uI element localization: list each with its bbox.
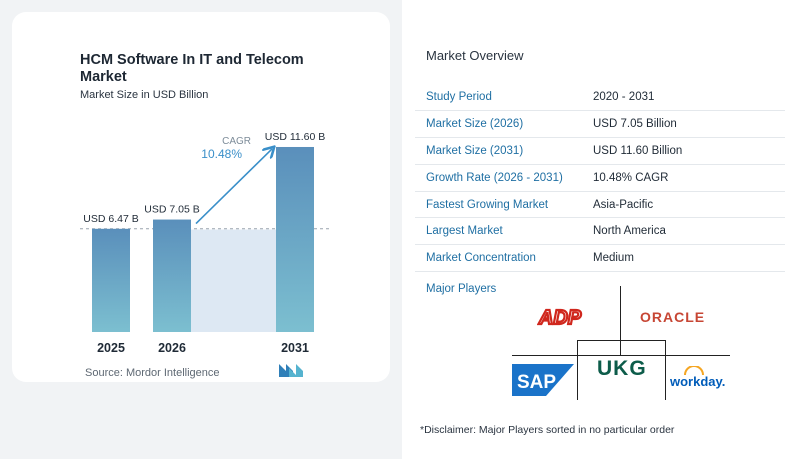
overview-row: Market Size (2031) USD 11.60 Billion <box>415 137 785 165</box>
overview-value: 10.48% CAGR <box>585 164 785 192</box>
disclaimer-text: *Disclaimer: Major Players sorted in no … <box>420 424 675 436</box>
logo-divider <box>577 340 665 341</box>
x-tick-label: 2025 <box>97 341 125 355</box>
overview-value: 2020 - 2031 <box>585 84 785 112</box>
bar-value-label: USD 11.60 B <box>265 131 326 143</box>
sap-logo-text: SAP <box>517 372 556 393</box>
x-tick-label: 2026 <box>158 341 186 355</box>
overview-label: Growth Rate (2026 - 2031) <box>415 164 585 192</box>
bar-2026 <box>153 219 191 332</box>
overview-row: Market Concentration Medium <box>415 244 785 273</box>
ukg-logo: UKG <box>597 357 647 380</box>
logo-divider <box>577 340 578 400</box>
chart-title: HCM Software In IT and Telecom Market <box>80 52 304 85</box>
oracle-logo: ORACLE <box>640 309 706 325</box>
overview-label: Market Size (2026) <box>415 110 585 139</box>
cagr-value: 10.48% <box>201 147 242 161</box>
logo-divider <box>665 340 666 400</box>
overview-value: USD 7.05 Billion <box>585 110 785 139</box>
chart-subtitle: Market Size in USD Billion <box>80 89 209 101</box>
bar-chart: USD 6.47 B 2025 USD 7.05 B 2026 USD 11.60 B 2… <box>80 131 330 355</box>
workday-arc-icon <box>684 366 704 376</box>
source-text: Source: Mordor Intelligence <box>85 367 220 379</box>
adp-logo: ADP <box>537 306 583 330</box>
bar-2025 <box>92 228 130 332</box>
players-title: Major Players <box>426 283 497 295</box>
growth-arrow <box>195 149 272 225</box>
overview-label: Largest Market <box>415 217 585 246</box>
cagr-label: CAGR <box>222 136 251 147</box>
bar-value-label: USD 6.47 B <box>83 213 138 225</box>
overview-value: North America <box>585 217 785 246</box>
overview-table: Study Period 2020 - 2031 Market Size (2026… <box>415 84 785 273</box>
overview-label: Fastest Growing Market <box>415 191 585 219</box>
overview-row: Market Size (2026) USD 7.05 Billion <box>415 110 785 139</box>
sap-logo: SAP <box>512 364 574 396</box>
overview-label: Study Period <box>415 84 585 112</box>
overview-row: Growth Rate (2026 - 2031) 10.48% CAGR <box>415 164 785 192</box>
x-tick-label: 2031 <box>281 341 309 355</box>
workday-logo: workday. <box>670 374 726 389</box>
adp-logo-text: ADP <box>538 307 582 329</box>
mordor-logo-icon <box>279 364 303 377</box>
overview-row: Fastest Growing Market Asia-Pacific <box>415 191 785 219</box>
bar-2031 <box>276 146 314 332</box>
overview-value: Asia-Pacific <box>585 191 785 219</box>
overview-value: USD 11.60 Billion <box>585 137 785 165</box>
overview-label: Market Concentration <box>415 244 585 273</box>
growth-shade <box>191 229 276 332</box>
overview-title: Market Overview <box>426 48 524 63</box>
logo-divider <box>620 286 621 356</box>
overview-row: Largest Market North America <box>415 217 785 246</box>
bar-value-label: USD 7.05 B <box>144 204 199 216</box>
logo-divider <box>512 355 730 356</box>
overview-value: Medium <box>585 244 785 273</box>
overview-label: Market Size (2031) <box>415 137 585 165</box>
overview-row: Study Period 2020 - 2031 <box>415 84 785 112</box>
